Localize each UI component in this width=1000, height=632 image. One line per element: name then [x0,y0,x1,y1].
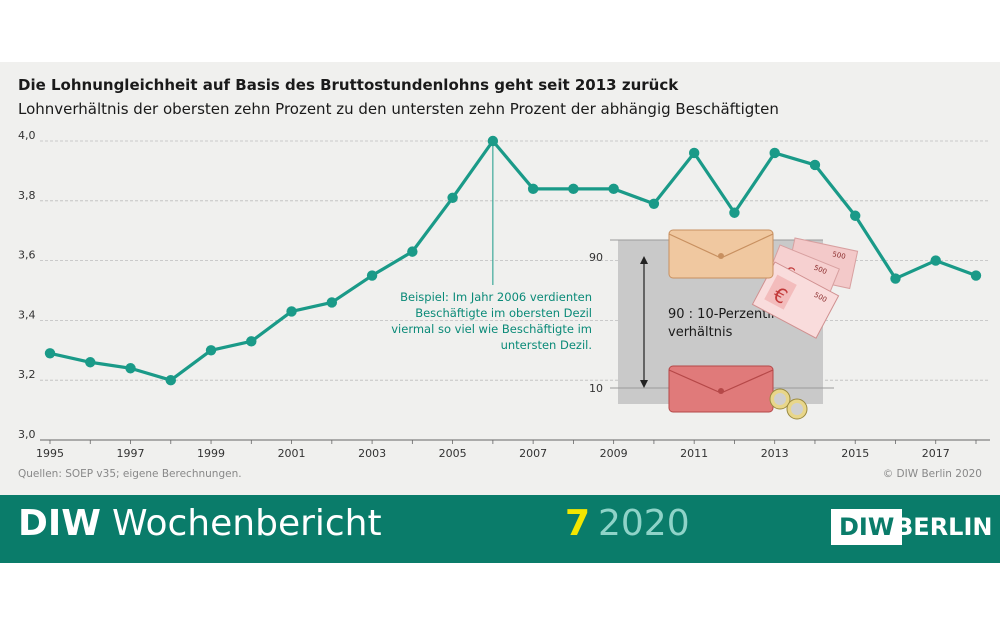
diw-logo: DIW [831,509,903,545]
x-tick-label: 1995 [36,447,64,460]
data-point [447,192,458,204]
y-tick-label: 3,0 [18,428,36,441]
data-point [286,306,297,317]
series-line [44,135,982,386]
annotation-text-line: untersten Dezil. [501,338,592,352]
x-tick-label: 2011 [680,447,708,460]
footer-bar: DIW Wochenbericht 7 2020 DIW BERLIN [0,495,1000,563]
brand-diw: DIW [18,503,101,544]
x-tick-label: 1997 [117,447,145,460]
annotation-text-line: Beschäftigte im obersten Dezil [415,306,592,320]
data-point [125,363,136,374]
data-point [850,210,861,221]
x-tick-label: 2009 [600,447,628,460]
data-point [366,270,378,281]
chart-title: Die Lohnungleichheit auf Basis des Brutt… [18,76,679,94]
series-path [49,139,977,382]
brand-wochenbericht: Wochenbericht [112,503,382,544]
data-point [729,207,740,218]
inset-bottom-label: 10 [589,382,603,395]
data-point [326,297,338,308]
data-point [688,147,700,159]
issue-number: 7 [565,503,591,544]
inset-top-label: 90 [589,251,603,264]
data-point [890,273,901,284]
y-tick-label: 4,0 [18,129,36,142]
banknote-value-1: 500 [832,250,847,261]
wallet-top-icon [668,229,774,279]
y-tick-labels: 3,0 3,2 3,4 3,6 3,8 4,0 [18,129,36,441]
annotation-text-line: Beispiel: Im Jahr 2006 verdienten [400,290,592,304]
data-point [809,159,821,171]
x-tick-label: 2003 [358,447,386,460]
y-tick-label: 3,2 [18,368,36,381]
data-point [648,198,660,209]
x-tick-label: 2005 [439,447,467,460]
data-point [527,183,539,195]
data-point [165,375,176,386]
chart-subtitle: Lohnverhältnis der obersten zehn Prozent… [18,100,779,118]
data-point [970,270,982,281]
x-tick-label: 2015 [841,447,869,460]
y-tick-label: 3,6 [18,249,36,262]
x-tick-label: 2001 [278,447,306,460]
x-tick-label: 1999 [197,447,225,460]
ratio-label-line1: 90 : 10-Perzentil- [668,307,780,322]
x-tick-label: 2013 [761,447,789,460]
source-note: Quellen: SOEP v35; eigene Berechnungen. [18,468,242,480]
data-point [568,183,579,195]
data-point [246,336,257,347]
berlin-logo: BERLIN [895,513,993,541]
x-tick-label: 2017 [922,447,950,460]
data-point [44,348,56,359]
ratio-label-line2: verhältnis [668,325,733,340]
percentile-inset: 90 10 90 : 10-Perzentil- verhältnis 500 … [589,229,859,420]
wallet-bottom-icon [668,365,774,413]
y-tick-label: 3,8 [18,189,36,202]
annotation-text-line: viermal so viel wie Beschäftigte im [391,322,592,336]
data-point [608,183,619,195]
x-tick-label: 2007 [519,447,547,460]
issue-year: 2020 [598,503,690,544]
data-point [205,345,217,356]
data-point [769,147,780,159]
y-tick-label: 3,4 [18,308,36,321]
annotation-2006: Beispiel: Im Jahr 2006 verdienten Beschäf… [391,141,592,352]
copyright-note: © DIW Berlin 2020 [882,468,982,480]
x-tick-labels: 1995 1997 1999 2001 2003 2005 2007 2009 2011 2013… [36,440,977,460]
data-point [407,246,418,257]
data-point [930,255,941,266]
line-chart: 3,0 3,2 3,4 3,6 3,8 4,0 1995 1997 1999 2001 2003 2… [18,129,990,460]
data-point [487,135,499,147]
coins-icon [769,388,808,420]
data-point [85,357,96,368]
